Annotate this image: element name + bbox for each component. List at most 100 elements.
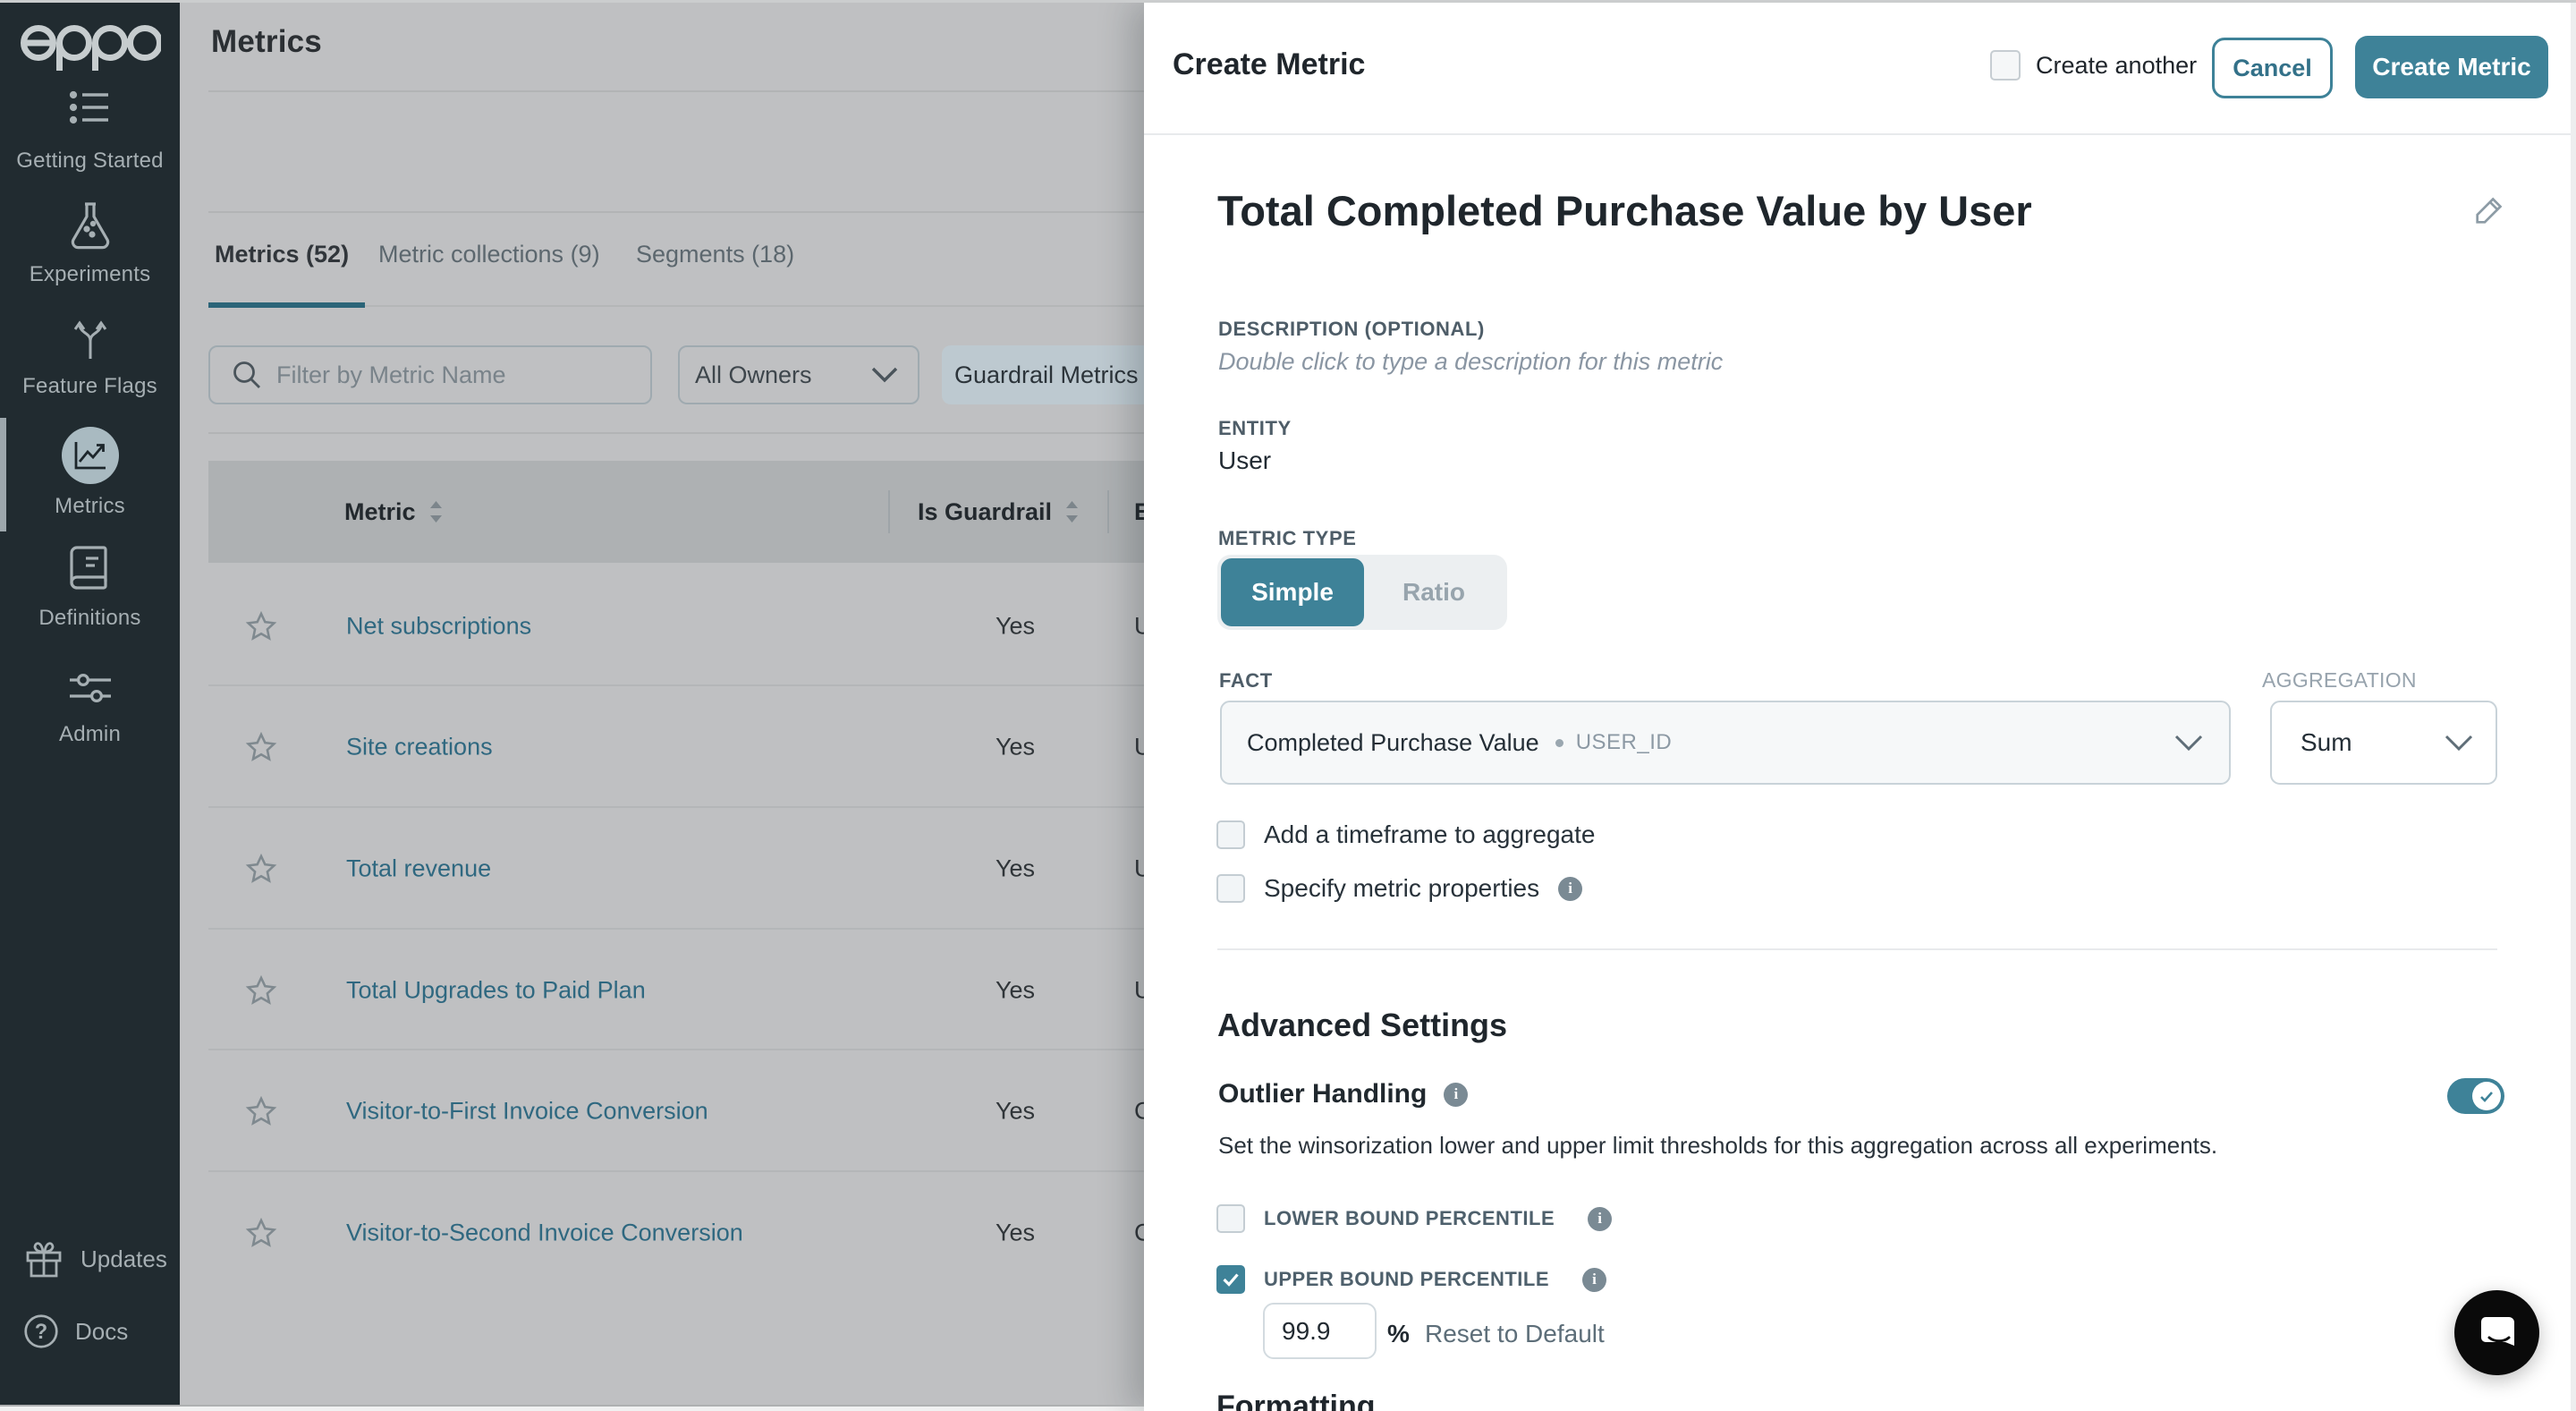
aggregation-value: Sum — [2301, 728, 2352, 756]
create-metric-button[interactable]: Create Metric — [2355, 36, 2548, 98]
cancel-button[interactable]: Cancel — [2212, 38, 2333, 98]
metric-type-simple-option[interactable]: Simple — [1221, 558, 1364, 626]
sidebar-item-metrics[interactable]: Metrics — [0, 427, 180, 519]
checkbox[interactable] — [1990, 50, 2021, 81]
metric-type-ratio-option[interactable]: Ratio — [1402, 578, 1465, 606]
eppo-logo-icon — [20, 25, 161, 71]
entity-label: ENTITY — [1218, 417, 1292, 439]
outlier-handling-toggle[interactable] — [2447, 1078, 2504, 1114]
intercom-chat-button[interactable] — [2454, 1290, 2539, 1375]
metric-link[interactable]: Net subscriptions — [346, 612, 532, 640]
star-icon[interactable] — [245, 1095, 277, 1127]
lower-bound-label: LOWER BOUND PERCENTILE — [1264, 1207, 1555, 1229]
sidebar-item-label: Getting Started — [16, 149, 164, 173]
metric-search-input[interactable]: Filter by Metric Name — [208, 345, 652, 404]
info-icon[interactable]: i — [1444, 1082, 1469, 1107]
metric-link[interactable]: Total Upgrades to Paid Plan — [346, 976, 646, 1004]
fact-select[interactable]: Completed Purchase Value USER_ID — [1220, 701, 2231, 785]
window-top-edge — [0, 0, 2576, 3]
info-icon[interactable]: i — [1558, 876, 1583, 901]
active-tab-underline — [208, 302, 365, 308]
owners-filter-select[interactable]: All Owners — [678, 345, 919, 404]
metric-type-toggle: Simple Ratio — [1217, 555, 1507, 630]
sidebar-item-feature-flags[interactable]: Feature Flags — [0, 319, 180, 399]
metric-link[interactable]: Site creations — [346, 733, 493, 761]
svg-text:?: ? — [35, 1321, 47, 1344]
sliders-icon — [69, 673, 111, 703]
sidebar-item-getting-started[interactable]: Getting Started — [0, 86, 180, 174]
star-icon[interactable] — [245, 974, 277, 1007]
upper-bound-input[interactable]: 99.9 — [1263, 1303, 1377, 1359]
specify-properties-checkbox[interactable]: Specify metric properties i — [1216, 874, 1583, 903]
column-header-metric[interactable]: Metric — [344, 461, 444, 563]
upper-bound-label: UPPER BOUND PERCENTILE — [1264, 1268, 1550, 1290]
add-timeframe-checkbox[interactable]: Add a timeframe to aggregate — [1216, 820, 1595, 849]
dot-separator — [1555, 738, 1563, 747]
create-metric-drawer: Create Metric Create another Cancel Crea… — [1144, 3, 2576, 1411]
checkbox[interactable] — [1216, 874, 1245, 903]
outlier-handling-row: Outlier Handling i — [1218, 1079, 1469, 1109]
list-icon — [69, 90, 108, 124]
metric-link[interactable]: Total revenue — [346, 854, 492, 882]
page-title: Metrics — [211, 24, 322, 59]
fact-value: Completed Purchase Value — [1247, 728, 1539, 756]
gift-icon — [26, 1242, 62, 1278]
sidebar-item-label: Feature Flags — [22, 374, 157, 398]
table-row[interactable]: Net subscriptions Yes U — [208, 565, 2576, 687]
metric-link[interactable]: Visitor-to-First Invoice Conversion — [346, 1097, 708, 1125]
question-icon: ? — [24, 1314, 58, 1348]
upper-bound-value: 99.9 — [1282, 1316, 1331, 1345]
metrics-icon-circle — [61, 427, 119, 484]
metric-type-label: METRIC TYPE — [1218, 527, 1357, 549]
upper-bound-checkbox[interactable]: UPPER BOUND PERCENTILE i — [1216, 1265, 1607, 1294]
sidebar-item-updates[interactable]: Updates — [23, 1238, 167, 1279]
info-icon[interactable]: i — [1582, 1267, 1607, 1292]
guardrail-metrics-filter[interactable]: Guardrail Metrics — [942, 345, 1174, 404]
star-icon[interactable] — [245, 853, 277, 885]
sidebar-item-label: Definitions — [38, 606, 141, 630]
tab-metric-collections[interactable]: Metric collections (9) — [378, 241, 600, 268]
is-guardrail-value: Yes — [996, 854, 1036, 882]
reset-to-default-link[interactable]: Reset to Default — [1425, 1320, 1605, 1347]
checkbox[interactable] — [1216, 820, 1245, 849]
guardrail-filter-label: Guardrail Metrics — [954, 361, 1139, 388]
eppo-logo[interactable] — [0, 20, 180, 75]
create-another-checkbox[interactable]: Create another — [1990, 50, 2197, 81]
star-icon[interactable] — [245, 731, 277, 763]
sidebar-item-docs[interactable]: ? Docs — [23, 1313, 128, 1349]
sidebar-item-definitions[interactable]: Definitions — [0, 546, 180, 631]
star-icon[interactable] — [245, 1217, 277, 1249]
chevron-down-icon — [2174, 735, 2203, 752]
tab-metrics[interactable]: Metrics (52) — [215, 241, 350, 268]
search-placeholder: Filter by Metric Name — [276, 361, 506, 388]
active-nav-indicator — [0, 418, 6, 531]
info-icon[interactable]: i — [1588, 1206, 1613, 1231]
chevron-down-icon — [871, 367, 898, 383]
metric-link[interactable]: Visitor-to-Second Invoice Conversion — [346, 1219, 743, 1246]
table-row[interactable]: Visitor-to-Second Invoice Conversion Yes… — [208, 1172, 2576, 1294]
metric-name-title: Total Completed Purchase Value by User — [1217, 187, 2032, 234]
sidebar-item-admin[interactable]: Admin — [0, 669, 180, 747]
checkbox-checked[interactable] — [1216, 1265, 1245, 1294]
entity-value: User — [1218, 446, 1272, 474]
outlier-description: Set the winsorization lower and upper li… — [1218, 1132, 2218, 1159]
lower-bound-checkbox[interactable]: LOWER BOUND PERCENTILE i — [1216, 1204, 1613, 1233]
table-row[interactable]: Site creations Yes U — [208, 686, 2576, 808]
toggle-knob — [2472, 1082, 2501, 1110]
column-label: Is Guardrail — [918, 497, 1053, 525]
scrollbar-track[interactable] — [2571, 3, 2576, 1411]
column-header-is-guardrail[interactable]: Is Guardrail — [918, 461, 1080, 563]
checkbox[interactable] — [1216, 1204, 1245, 1233]
aggregation-select[interactable]: Sum — [2270, 701, 2497, 785]
edit-pencil-icon[interactable] — [2471, 192, 2507, 228]
tab-segments[interactable]: Segments (18) — [636, 241, 795, 268]
description-placeholder[interactable]: Double click to type a description for t… — [1218, 348, 1724, 375]
sidebar-item-label: Docs — [75, 1317, 129, 1345]
star-icon[interactable] — [245, 610, 277, 642]
sidebar-item-label: Updates — [80, 1245, 167, 1272]
owners-filter-value: All Owners — [695, 361, 812, 388]
fact-label: FACT — [1219, 669, 1273, 692]
advanced-settings-heading: Advanced Settings — [1217, 1007, 1508, 1043]
is-guardrail-value: Yes — [996, 612, 1036, 640]
sidebar-item-experiments[interactable]: Experiments — [0, 199, 180, 287]
